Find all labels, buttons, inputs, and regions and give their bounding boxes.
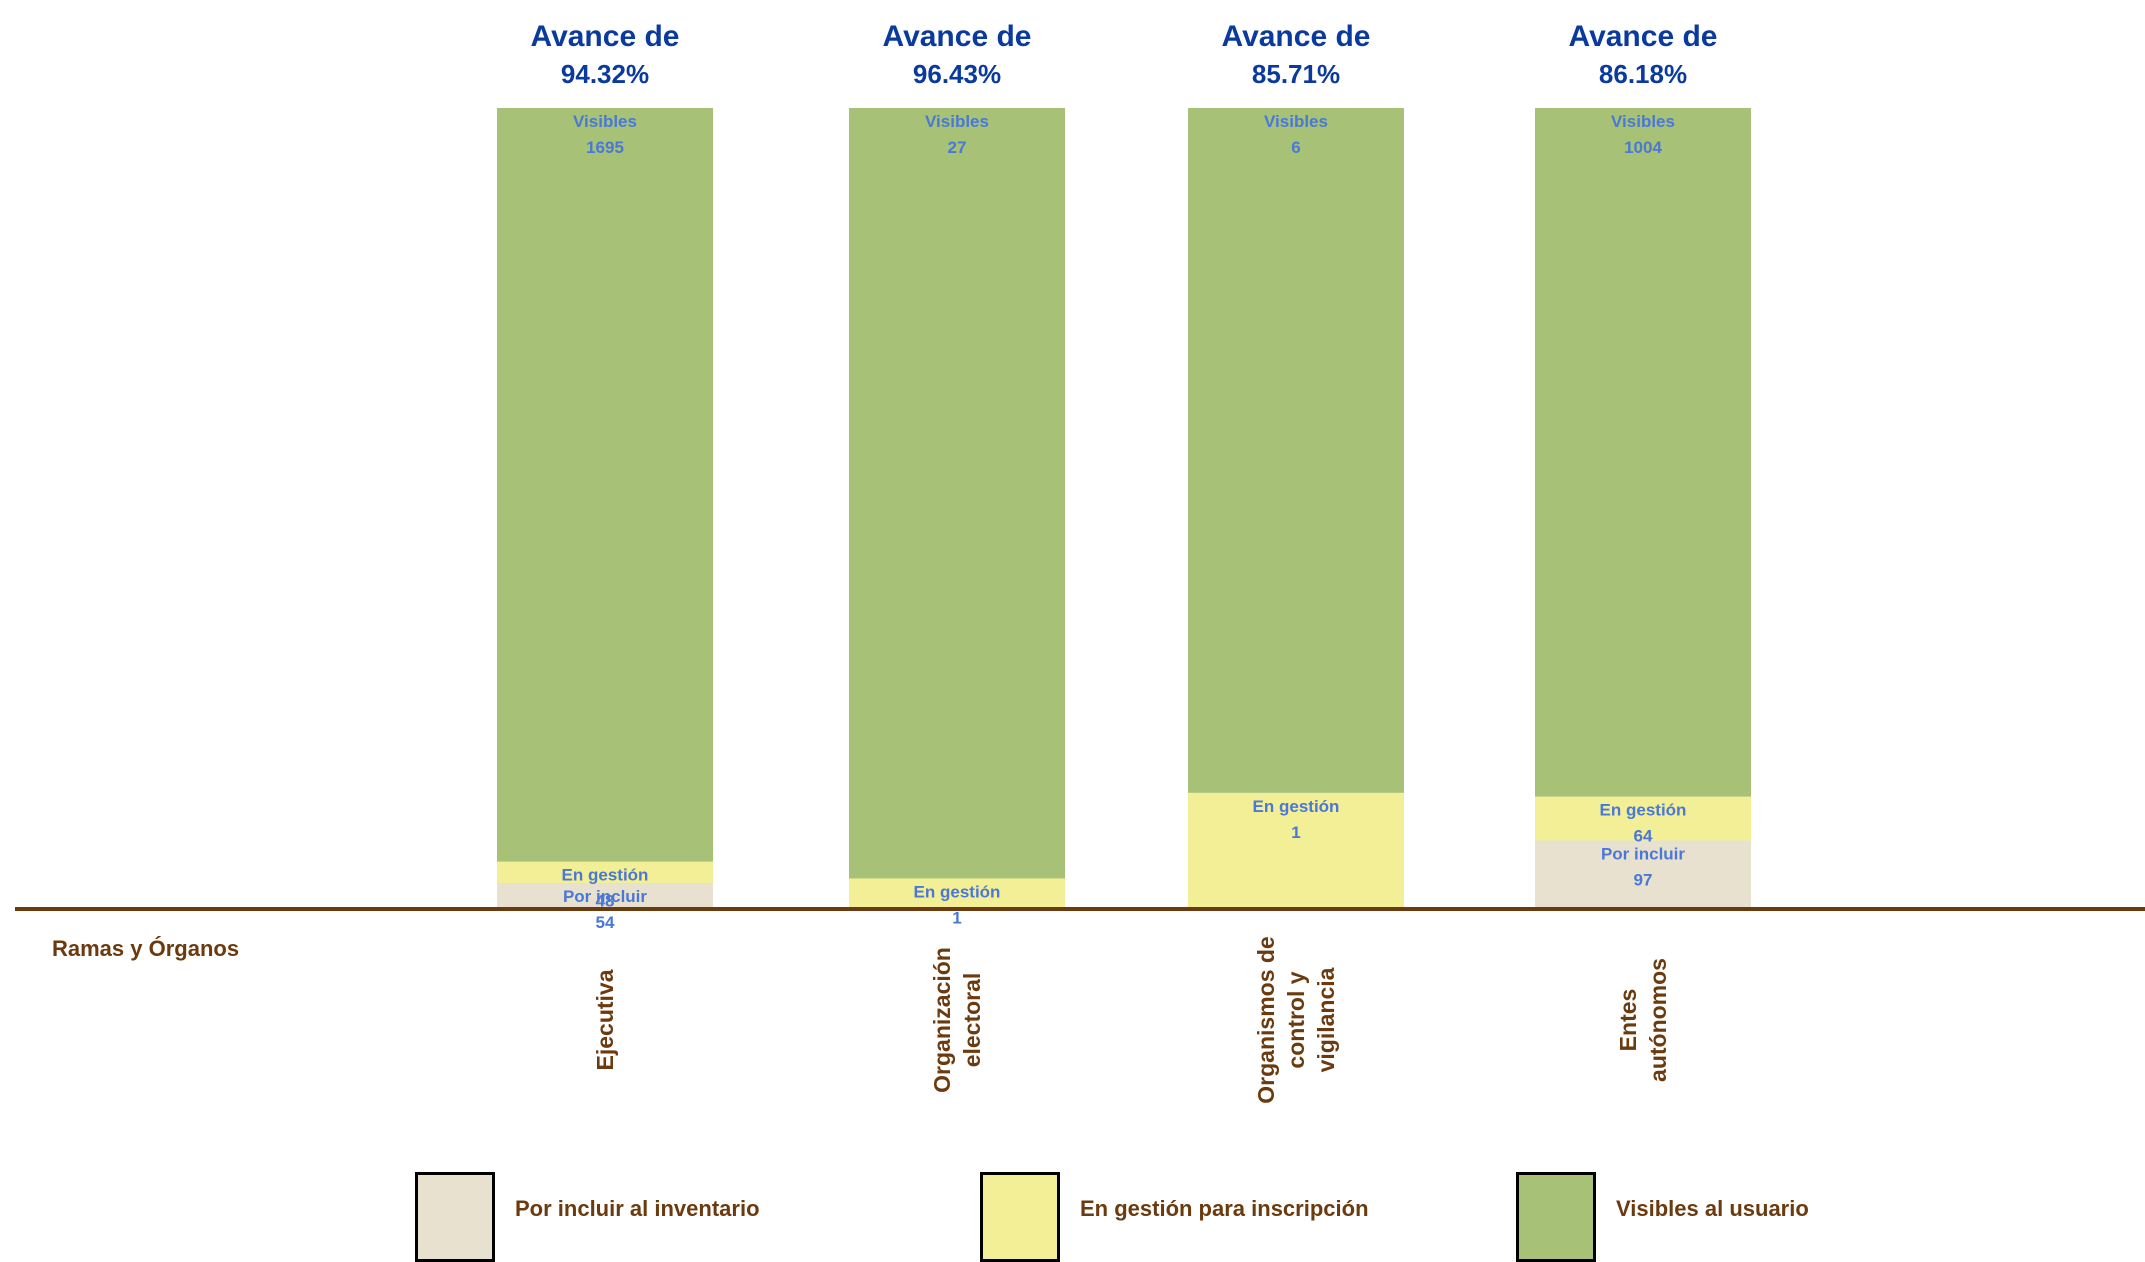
category-label-ejecutiva: Ejecutiva xyxy=(592,969,618,1070)
category-label-organismos-de-control-y-vigilancia: Organismos de control y vigilancia xyxy=(1253,936,1339,1103)
legend-swatch-visibles xyxy=(1516,1172,1596,1262)
segment-label-ejecutiva-visibles: Visibles xyxy=(573,112,637,131)
category-label-organizacion-electoral: Organización electoral xyxy=(929,947,985,1093)
category-label-line-organizacion-electoral-0: Organización xyxy=(929,947,955,1093)
segment-value-organismos-de-control-y-vigilancia-visibles: 6 xyxy=(1291,138,1300,157)
headline-percent-entes-autonomos: 86.18% xyxy=(1599,59,1687,89)
legend-swatch-en-gestion xyxy=(980,1172,1060,1262)
category-label-line-organismos-de-control-y-vigilancia-0: Organismos de xyxy=(1253,936,1279,1103)
segment-value-ejecutiva-visibles: 1695 xyxy=(586,138,624,157)
headline-percent-organismos-de-control-y-vigilancia: 85.71% xyxy=(1252,59,1340,89)
x-axis-title: Ramas y Órganos xyxy=(52,936,240,961)
legend: Por incluir al inventario En gestión par… xyxy=(0,1172,2145,1262)
bar-segment-organizacion-electoral-visibles xyxy=(849,108,1065,879)
category-label-entes-autonomos: Entes autónomos xyxy=(1615,958,1671,1082)
bar-segment-organismos-de-control-y-vigilancia-en-gestion xyxy=(1188,792,1404,907)
headline-percent-organizacion-electoral: 96.43% xyxy=(913,59,1001,89)
segment-label-entes-autonomos-por-incluir: Por incluir xyxy=(1601,844,1685,863)
segment-label-organizacion-electoral-visibles: Visibles xyxy=(925,112,989,131)
category-label-line-organismos-de-control-y-vigilancia-2: vigilancia xyxy=(1313,967,1339,1072)
legend-label-por-incluir: Por incluir al inventario xyxy=(515,1196,760,1221)
segment-label-entes-autonomos-en-gestion: En gestión xyxy=(1600,801,1687,820)
segment-label-organizacion-electoral-en-gestion: En gestión xyxy=(914,882,1001,901)
segment-value-ejecutiva-en-gestion: 48 xyxy=(596,892,615,911)
bar-segment-organismos-de-control-y-vigilancia-visibles xyxy=(1188,108,1404,793)
segment-value-ejecutiva-por-incluir: 54 xyxy=(596,913,615,932)
bar-segment-entes-autonomos-visibles xyxy=(1535,108,1751,797)
segment-label-organismos-de-control-y-vigilancia-visibles: Visibles xyxy=(1264,112,1328,131)
bar-segment-ejecutiva-por-incluir xyxy=(497,882,713,907)
headline-prefix-ejecutiva: Avance de xyxy=(531,20,680,53)
legend-swatch-por-incluir xyxy=(415,1172,495,1262)
headline-prefix-organismos-de-control-y-vigilancia: Avance de xyxy=(1222,20,1371,53)
headline-prefix-organizacion-electoral: Avance de xyxy=(883,20,1032,53)
segment-label-organismos-de-control-y-vigilancia-en-gestion: En gestión xyxy=(1253,797,1340,816)
segment-value-organismos-de-control-y-vigilancia-en-gestion: 1 xyxy=(1291,823,1300,842)
segment-value-entes-autonomos-por-incluir: 97 xyxy=(1634,870,1653,889)
legend-label-en-gestion: En gestión para inscripción xyxy=(1080,1196,1369,1221)
segment-value-entes-autonomos-visibles: 1004 xyxy=(1624,138,1662,157)
legend-label-visibles: Visibles al usuario xyxy=(1616,1196,1809,1221)
headline-prefix-entes-autonomos: Avance de xyxy=(1569,20,1718,53)
category-label-line-entes-autonomos-1: autónomos xyxy=(1645,958,1671,1082)
bar-segment-ejecutiva-en-gestion xyxy=(497,861,713,883)
headline-percent-ejecutiva: 94.32% xyxy=(561,59,649,89)
segment-value-organizacion-electoral-en-gestion: 1 xyxy=(952,908,961,927)
category-label-line-entes-autonomos-0: Entes xyxy=(1615,989,1641,1052)
segment-value-entes-autonomos-en-gestion: 64 xyxy=(1634,827,1653,846)
labels-layer: Por incluir 54 En gestión 48 Visibles 1695 Ava… xyxy=(531,20,1718,1104)
category-label-line-organismos-de-control-y-vigilancia-1: control y xyxy=(1283,971,1309,1068)
bars-layer xyxy=(497,108,1751,907)
segment-label-entes-autonomos-visibles: Visibles xyxy=(1611,112,1675,131)
bar-segment-organizacion-electoral-en-gestion xyxy=(849,878,1065,907)
category-label-line-organizacion-electoral-1: electoral xyxy=(959,973,985,1068)
bar-segment-ejecutiva-visibles xyxy=(497,108,713,862)
category-label-line-ejecutiva-0: Ejecutiva xyxy=(592,969,618,1070)
bar-segment-entes-autonomos-por-incluir xyxy=(1535,840,1751,907)
segment-label-ejecutiva-por-incluir: Por incluir xyxy=(563,887,647,906)
stacked-bar-chart: Por incluir 54 En gestión 48 Visibles 1695 Ava… xyxy=(15,20,2145,1104)
segment-value-organizacion-electoral-visibles: 27 xyxy=(948,138,967,157)
segment-label-ejecutiva-en-gestion: En gestión xyxy=(562,866,649,885)
bar-segment-entes-autonomos-en-gestion xyxy=(1535,796,1751,841)
